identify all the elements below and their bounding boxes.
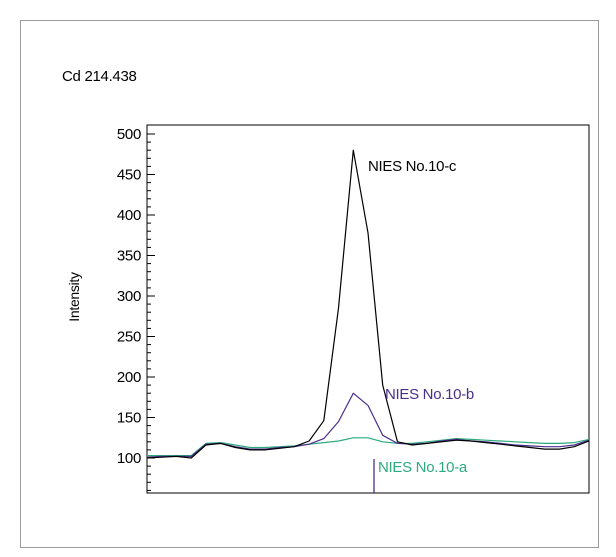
label-nies-10b: NIES No.10-b	[385, 386, 474, 403]
label-nies-10a: NIES No.10-a	[378, 459, 468, 476]
y-tick-label: 250	[117, 329, 141, 346]
y-tick-label: 500	[117, 126, 141, 143]
y-tick-label: 100	[117, 450, 141, 467]
y-ticks: 100 150 200 250 300 350 400 450 500	[117, 126, 155, 491]
y-tick-label: 200	[117, 369, 141, 386]
y-tick-label: 400	[117, 207, 141, 224]
chart-title: Cd 214.438	[62, 68, 137, 85]
y-axis-label: Intensity	[66, 272, 82, 322]
label-nies-10c: NIES No.10-c	[368, 158, 457, 175]
series-line-0	[146, 149, 590, 459]
series-lines	[146, 149, 590, 459]
axes	[146, 124, 590, 494]
y-tick-label: 300	[117, 288, 141, 305]
y-tick-label: 450	[117, 167, 141, 184]
plot-area	[146, 124, 590, 494]
y-tick-label: 350	[117, 248, 141, 265]
chart-border	[20, 20, 599, 548]
y-tick-label: 150	[117, 410, 141, 427]
series-line-2	[147, 437, 590, 457]
